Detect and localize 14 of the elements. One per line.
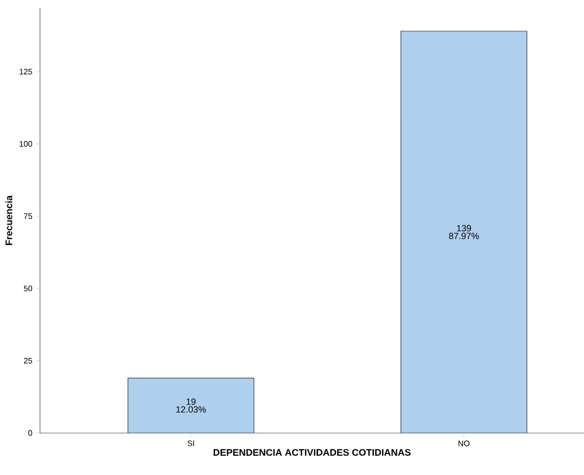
- y-tick-label: 125: [20, 68, 32, 74]
- data-label: 139: [457, 224, 471, 232]
- x-tick-label: NO: [458, 440, 470, 446]
- y-tick-label: 0: [28, 430, 32, 436]
- x-tick-label: SI: [188, 440, 194, 446]
- y-tick-label: 75: [24, 213, 32, 219]
- x-axis-title: DEPENDENCIA ACTIVIDADES COTIDIANAS: [214, 449, 411, 456]
- y-tick-label: 50: [24, 286, 32, 292]
- y-tick-label: 100: [20, 141, 32, 147]
- y-axis-title: Frecuencia: [5, 195, 12, 245]
- data-label: 19: [186, 398, 196, 405]
- y-tick-label: 25: [24, 358, 32, 364]
- annotation: 87.97%: [449, 232, 479, 240]
- annotation: 12.03%: [176, 406, 206, 413]
